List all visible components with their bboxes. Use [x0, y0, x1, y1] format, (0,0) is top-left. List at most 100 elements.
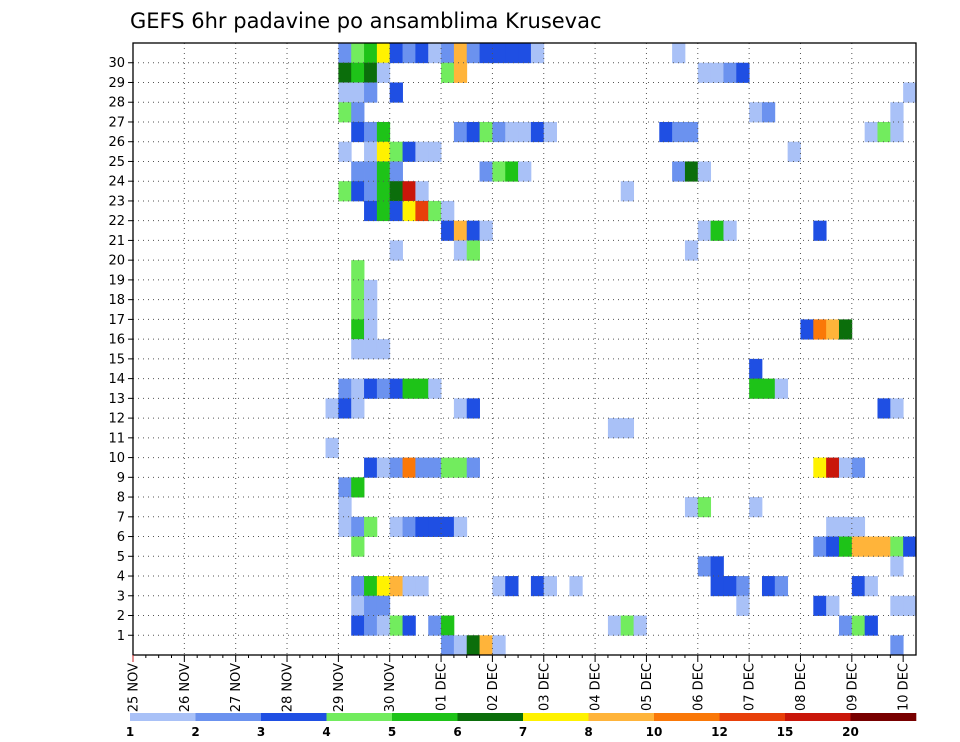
heatmap-cell: [364, 378, 378, 399]
heatmap-cell: [338, 82, 352, 103]
heatmap-cell: [441, 62, 455, 83]
legend-swatch: [392, 713, 458, 721]
heatmap-cell: [620, 418, 635, 439]
heatmap-cell: [813, 536, 827, 557]
x-tick-label: 30 NOV: [383, 663, 398, 712]
heatmap-cell: [364, 299, 378, 320]
heatmap-cell: [838, 457, 853, 478]
y-tick-label: 3: [117, 589, 125, 604]
heatmap-cell: [402, 43, 416, 64]
heatmap-cell: [851, 576, 866, 597]
heatmap-cell: [890, 102, 904, 123]
heatmap-cell: [530, 43, 545, 64]
heatmap-cell: [364, 141, 378, 162]
heatmap-cell: [364, 200, 378, 222]
heatmap-cell: [633, 615, 647, 636]
legend-label: 5: [388, 725, 396, 739]
y-tick-label: 17: [108, 313, 125, 328]
y-tick-label: 7: [117, 510, 125, 525]
heatmap-cell: [607, 615, 622, 636]
heatmap-cell: [338, 181, 352, 202]
heatmap-cell: [466, 457, 480, 478]
heatmap-cell: [466, 220, 480, 241]
heatmap-cell: [364, 43, 378, 64]
heatmap-cell: [428, 457, 442, 478]
heatmap-cell: [364, 576, 378, 597]
y-tick-label: 22: [108, 214, 125, 229]
heatmap-cell: [774, 576, 789, 597]
heatmap-cell: [364, 121, 378, 143]
heatmap-cell: [569, 576, 583, 597]
heatmap-cell: [364, 181, 378, 202]
heatmap-cell: [505, 43, 519, 64]
heatmap-cell: [325, 398, 339, 419]
heatmap-cell: [890, 121, 904, 143]
heatmap-cell: [453, 62, 468, 83]
heatmap-cell: [351, 516, 365, 537]
heatmap-cell: [684, 497, 699, 518]
heatmap-cell: [441, 43, 455, 64]
heatmap-cell: [376, 378, 391, 399]
y-tick-label: 18: [108, 293, 125, 308]
heatmap-cell: [826, 457, 840, 478]
heatmap-cell: [749, 497, 763, 518]
heatmap-cell: [684, 121, 699, 143]
heatmap-cell: [864, 615, 878, 636]
heatmap-cell: [492, 121, 506, 143]
y-tick-label: 23: [108, 194, 125, 209]
heatmap-cell: [351, 378, 365, 399]
heatmap-cell: [351, 576, 365, 597]
legend-label: 1: [126, 725, 134, 739]
heatmap-cell: [389, 181, 403, 202]
heatmap-cell: [710, 576, 724, 597]
x-axis: 25 NOV 26 NOV 27 NOV 28 NOV 29 NOV 30 NOV 01 D…: [127, 655, 912, 712]
heatmap-cell: [376, 62, 391, 83]
heatmap-cell: [851, 615, 866, 636]
x-tick-label: 09 DEC: [845, 663, 860, 711]
heatmap-cell: [389, 516, 403, 537]
heatmap-cell: [364, 62, 378, 83]
y-axis: 1234567891011121314151617181920212223242…: [108, 56, 133, 644]
heatmap-cell: [890, 398, 904, 419]
heatmap-cell: [453, 43, 468, 64]
heatmap-cell: [376, 595, 391, 616]
heatmap-cell: [389, 240, 403, 261]
heatmap-cell: [441, 615, 455, 636]
legend-label: 15: [777, 725, 794, 739]
heatmap-cell: [518, 43, 532, 64]
y-tick-label: 12: [108, 412, 125, 427]
heatmap-cell: [890, 595, 904, 616]
heatmap-cell: [864, 121, 878, 143]
y-tick-label: 9: [117, 471, 125, 486]
heatmap-cell: [351, 82, 365, 103]
x-tick-label: 05 DEC: [640, 663, 655, 711]
heatmap-cell: [492, 161, 506, 182]
heatmap-cell: [530, 576, 545, 597]
legend-swatch: [588, 713, 655, 721]
plot-frame: [132, 42, 917, 656]
heatmap-cell: [864, 576, 878, 597]
heatmap-cell: [813, 319, 827, 340]
legend-label: 2: [191, 725, 199, 739]
legend-label: 7: [519, 725, 527, 739]
x-tick-label: 03 DEC: [537, 663, 552, 711]
heatmap-cell: [338, 398, 352, 419]
heatmap-cell: [826, 536, 840, 557]
legend-swatch: [457, 713, 524, 721]
y-tick-label: 29: [108, 76, 125, 91]
x-tick-label: 07 DEC: [743, 663, 758, 711]
legend-label: 6: [453, 725, 461, 739]
heatmap-cell: [543, 576, 557, 597]
x-tick-label: 28 NOV: [281, 663, 296, 712]
heatmap-cell: [890, 635, 904, 656]
heatmap-cell: [441, 200, 455, 222]
heatmap-cell: [364, 161, 378, 182]
heatmap-cell: [351, 398, 365, 419]
heatmap-cell: [338, 102, 352, 123]
heatmap-cell: [903, 536, 917, 557]
heatmap-cell: [787, 141, 801, 162]
heatmap-cell: [428, 200, 442, 222]
heatmap-cell: [749, 378, 763, 399]
heatmap-cell: [415, 516, 429, 537]
